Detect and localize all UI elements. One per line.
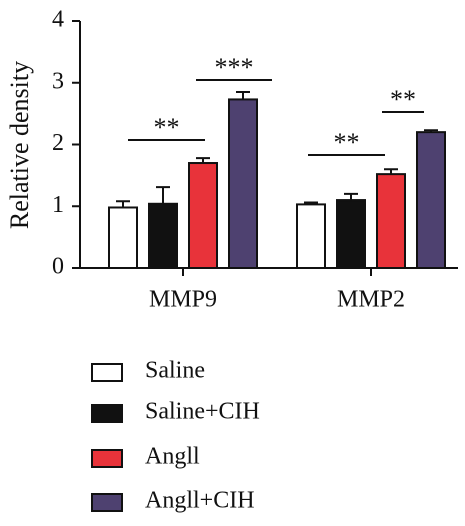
y-axis-label: Relative density [5,61,34,229]
significance-label: ** [334,128,360,157]
y-tick-label: 1 [52,192,64,218]
y-tick-label: 4 [52,7,64,33]
error-bar [196,157,210,164]
bar [336,199,366,269]
x-tick-label: MMP9 [149,287,217,313]
bar [228,98,258,269]
y-tick-label: 2 [52,130,64,156]
error-bar [116,200,130,208]
legend-label: Angll [145,444,200,470]
bar [108,206,138,269]
error-bar [236,91,250,100]
bar [188,162,218,269]
y-tick-label: 0 [52,254,64,280]
legend-label: Angll+CIH [145,488,255,514]
legend-label: Saline+CIH [145,399,260,425]
y-tick-label: 3 [52,68,64,94]
bar [376,173,406,269]
error-bar [424,129,438,133]
bar [296,203,326,270]
legend-swatch [91,493,123,512]
legend-swatch [91,404,123,423]
significance-label: ** [390,85,416,114]
legend-swatch [91,449,123,468]
error-bar [156,186,170,204]
error-bar [304,201,318,205]
bar [148,202,178,269]
bar [416,131,446,269]
error-bar [344,192,358,201]
error-bar [384,168,398,175]
significance-label: *** [215,53,254,82]
x-tick-label: MMP2 [337,287,405,313]
legend-swatch [91,363,123,382]
legend-label: Saline [145,358,205,384]
significance-label: ** [154,113,180,142]
